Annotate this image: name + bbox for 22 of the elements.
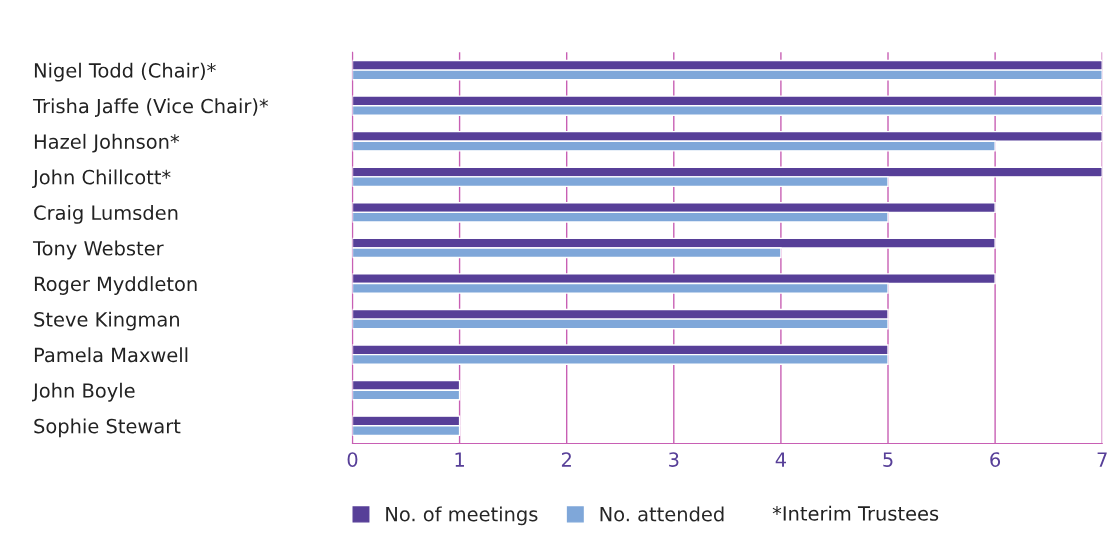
x-tick-label: 5 (883, 452, 893, 467)
legend-label: No. attended (600, 506, 724, 522)
x-tick-label: 3 (669, 452, 679, 467)
y-tick-label: Nigel Todd (Chair)* (34, 62, 216, 82)
y-tick-label: John Boyle (32, 382, 135, 402)
y-tick-label: Sophie Stewart (34, 418, 181, 438)
y-tick-label: Steve Kingman (34, 311, 179, 331)
text: *Interim Trustees (772, 505, 939, 521)
y-tick-label: Craig Lumsden (34, 205, 178, 224)
y-tick-label: Pamela Maxwell (34, 347, 188, 363)
x-tick-label: 7 (1097, 452, 1107, 467)
legend-label: No. of meetings (386, 506, 538, 526)
y-tick-label: Roger Myddleton (34, 276, 197, 295)
x-tick-label: 1 (455, 452, 464, 467)
x-tick-label: 2 (561, 452, 571, 467)
x-tick-label: 4 (775, 452, 786, 467)
y-tick-label: Tony Webster (32, 240, 164, 260)
y-tick-label: Hazel Johnson* (34, 133, 180, 153)
x-tick-label: 0 (347, 452, 358, 467)
x-tick-label: 6 (990, 452, 1001, 467)
y-tick-label: John Chillcott* (32, 169, 171, 189)
y-tick-label: Trisha Jaffe (Vice Chair)* (32, 98, 269, 117)
